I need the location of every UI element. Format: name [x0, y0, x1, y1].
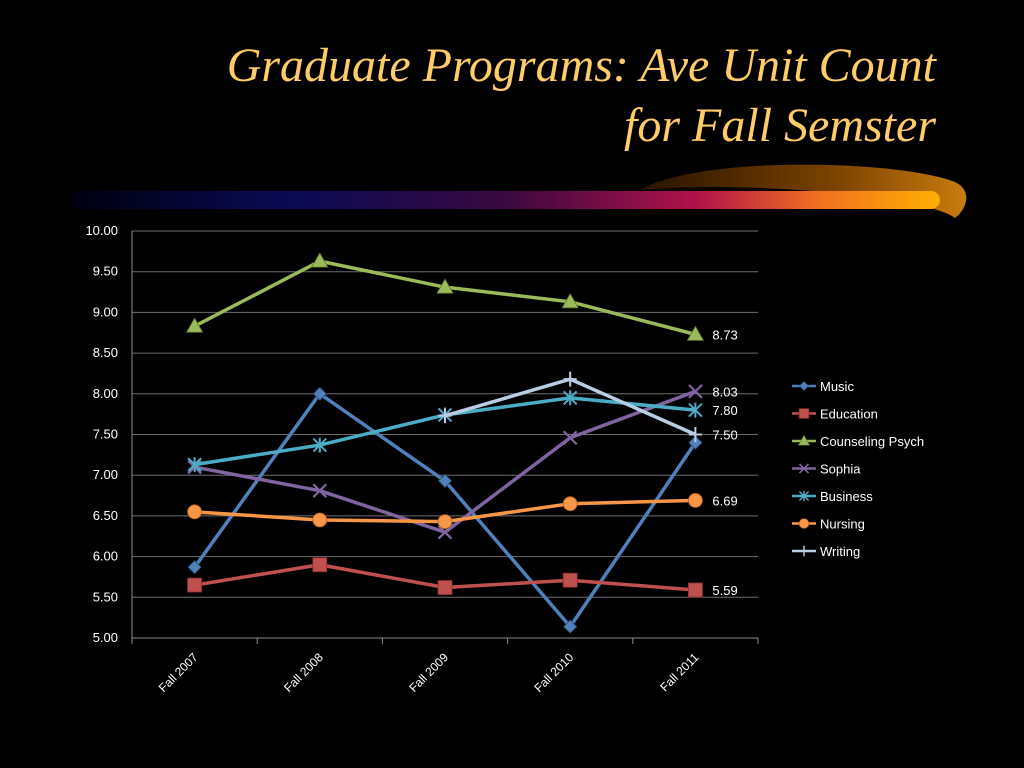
y-tick-label: 6.50: [93, 508, 118, 523]
x-tick-label: Fall 2011: [657, 650, 701, 694]
data-point-music: [312, 386, 327, 401]
data-point-education: [187, 577, 203, 593]
legend-marker-counseling-psych: [797, 434, 811, 446]
data-point-nursing: [312, 512, 328, 528]
data-point-education: [688, 582, 703, 598]
y-tick-label: 9.50: [93, 264, 118, 279]
data-label-business: 7.80: [712, 403, 737, 418]
data-point-education: [312, 557, 328, 573]
data-point-writing: [563, 371, 577, 387]
slide-title-line-2: for Fall Semster: [624, 99, 936, 152]
legend-label-education: Education: [820, 407, 878, 422]
data-point-music: [688, 435, 703, 450]
legend-marker-education: [798, 408, 810, 419]
y-tick-label: 6.00: [93, 549, 118, 564]
legend-label-sophia: Sophia: [820, 462, 861, 477]
y-tick-label: 9.00: [93, 304, 118, 319]
legend-label-nursing: Nursing: [820, 517, 865, 532]
x-tick-label: Fall 2007: [156, 650, 201, 695]
legend-label-writing: Writing: [820, 544, 860, 559]
y-tick-label: 8.50: [93, 345, 118, 360]
data-point-education: [562, 572, 578, 588]
legend-label-business: Business: [820, 489, 873, 504]
data-point-counseling-psych: [686, 325, 705, 341]
data-point-counseling-psych: [311, 252, 329, 268]
data-point-business: [688, 402, 703, 418]
data-point-sophia: [312, 483, 328, 498]
data-point-counseling-psych: [561, 293, 579, 309]
data-point-music: [563, 619, 578, 634]
decorative-accent-bar: [70, 164, 967, 218]
data-point-nursing: [187, 504, 203, 520]
data-point-sophia: [562, 430, 578, 446]
y-tick-label: 8.00: [93, 386, 118, 401]
legend-marker-writing: [799, 545, 809, 557]
data-point-music: [187, 560, 202, 575]
data-point-education: [437, 580, 453, 595]
slide-title-line-1: Graduate Programs: Ave Unit Count: [226, 39, 936, 92]
data-point-nursing: [688, 493, 703, 508]
data-point-writing: [438, 408, 452, 424]
data-label-writing: 7.50: [712, 428, 737, 443]
legend-label-music: Music: [820, 379, 854, 394]
data-label-sophia: 8.03: [712, 384, 737, 399]
y-tick-label: 7.50: [93, 427, 118, 442]
legend-marker-music: [799, 381, 809, 391]
data-point-business: [187, 457, 202, 473]
y-tick-label: 5.50: [93, 589, 118, 604]
legend-marker-sophia: [798, 463, 810, 474]
data-point-nursing: [562, 496, 578, 512]
x-tick-label: Fall 2008: [281, 650, 326, 695]
x-tick-label: Fall 2009: [406, 650, 451, 695]
data-point-counseling-psych: [185, 317, 204, 333]
legend-marker-business: [798, 490, 810, 502]
data-point-business: [312, 437, 328, 453]
data-point-counseling-psych: [436, 278, 454, 294]
slide-title: Graduate Programs: Ave Unit Count for Fa…: [56, 36, 936, 156]
data-label-education: 5.59: [712, 583, 737, 598]
y-tick-label: 5.00: [93, 630, 118, 645]
data-label-nursing: 6.69: [712, 493, 737, 508]
y-tick-label: 7.00: [93, 467, 118, 482]
data-point-nursing: [437, 514, 453, 529]
legend-label-counseling-psych: Counseling Psych: [820, 434, 924, 449]
data-point-sophia: [437, 524, 453, 540]
data-label-counseling-psych: 8.73: [712, 327, 737, 342]
data-point-business: [562, 390, 578, 406]
data-point-music: [437, 473, 453, 488]
legend-marker-nursing: [798, 518, 810, 529]
x-tick-label: Fall 2010: [532, 650, 577, 695]
y-tick-label: 10.00: [85, 223, 118, 238]
data-point-sophia: [688, 384, 703, 399]
data-point-writing: [688, 427, 702, 442]
